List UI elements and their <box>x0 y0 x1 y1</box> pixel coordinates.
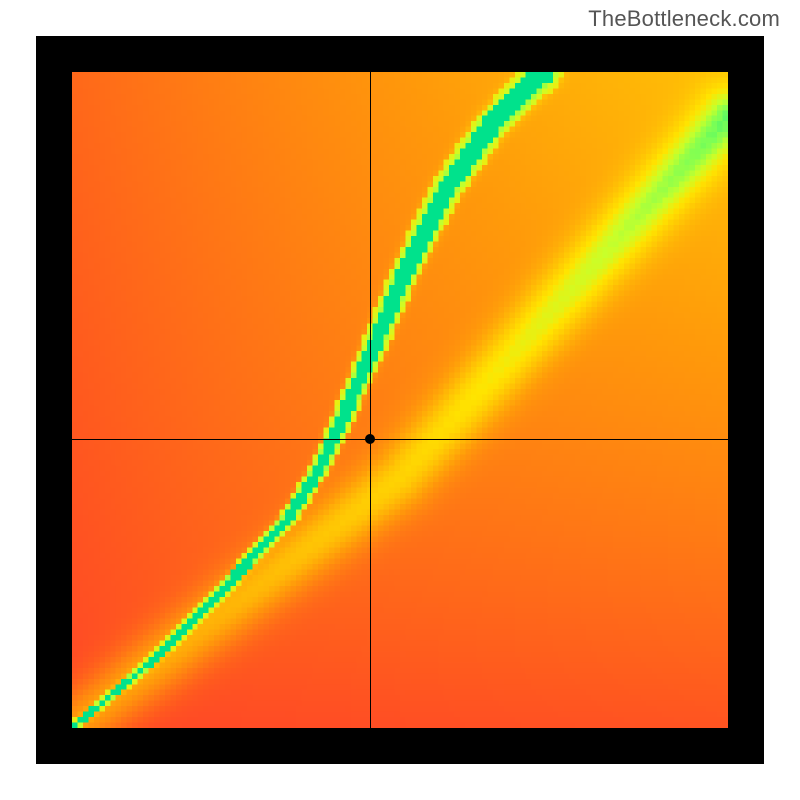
chart-container: TheBottleneck.com <box>0 0 800 800</box>
heatmap-plot <box>72 72 728 728</box>
crosshair-horizontal-line <box>72 439 728 440</box>
crosshair-vertical-line <box>370 72 371 728</box>
watermark-text: TheBottleneck.com <box>588 6 780 32</box>
